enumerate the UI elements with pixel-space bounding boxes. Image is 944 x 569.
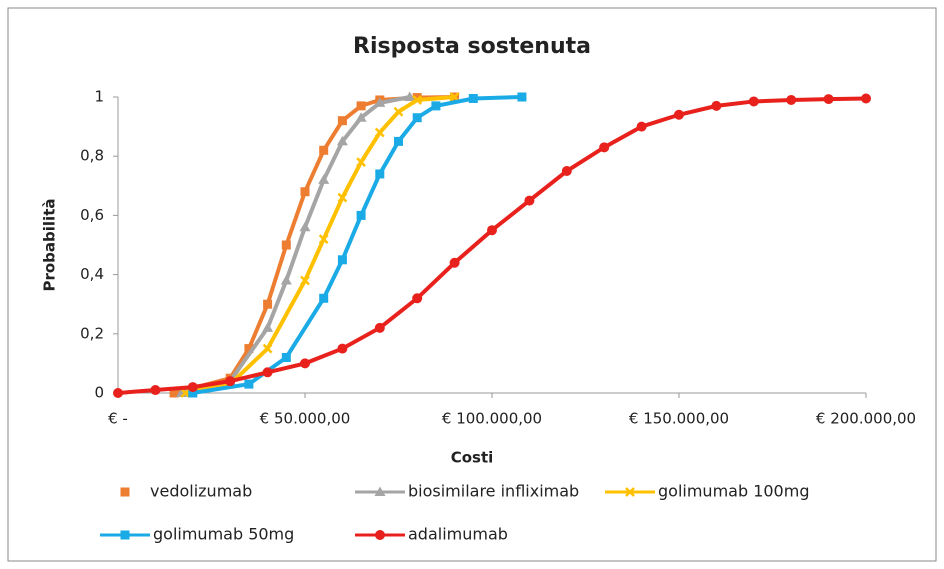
- legend-item: golimumab 50mg: [100, 525, 294, 544]
- y-tick-label: 0,6: [80, 206, 104, 224]
- marker: [468, 93, 478, 103]
- legend-label: golimumab 100mg: [658, 482, 809, 501]
- marker: [244, 344, 254, 354]
- marker: [786, 94, 797, 105]
- marker: [356, 101, 366, 111]
- marker: [636, 121, 647, 132]
- marker: [187, 382, 198, 393]
- marker: [150, 385, 161, 396]
- marker: [517, 92, 527, 102]
- marker: [169, 388, 179, 398]
- x-tick-label: € 200.000,00: [816, 410, 916, 428]
- marker: [375, 530, 385, 540]
- marker: [711, 100, 722, 111]
- y-tick-label: 1: [94, 88, 104, 106]
- marker: [524, 195, 535, 206]
- marker: [318, 234, 329, 244]
- marker: [861, 93, 871, 104]
- marker: [299, 221, 311, 232]
- marker: [280, 275, 292, 285]
- marker: [319, 293, 329, 303]
- marker: [374, 486, 386, 496]
- marker: [561, 166, 572, 176]
- marker: [431, 101, 441, 111]
- marker: [375, 169, 385, 179]
- marker: [355, 112, 367, 122]
- marker: [356, 157, 366, 168]
- legend-item: biosimilare infliximab: [355, 482, 579, 501]
- marker: [262, 343, 273, 354]
- legend-label: adalimumab: [408, 525, 508, 544]
- marker: [225, 376, 236, 387]
- marker: [120, 530, 130, 540]
- y-axis-label: Probabilità: [41, 198, 59, 291]
- marker: [625, 487, 635, 497]
- marker: [281, 352, 291, 362]
- marker: [404, 91, 416, 101]
- marker: [412, 95, 423, 105]
- marker: [748, 96, 759, 107]
- marker: [337, 192, 348, 203]
- marker: [823, 94, 834, 105]
- marker: [188, 388, 198, 398]
- marker: [599, 142, 610, 153]
- marker: [412, 113, 422, 123]
- marker: [412, 93, 422, 103]
- marker: [262, 322, 274, 332]
- marker: [319, 145, 329, 155]
- x-axis-label: Costi: [451, 449, 494, 467]
- marker: [337, 255, 347, 265]
- marker: [449, 257, 460, 268]
- x-tick-label: € 100.000,00: [442, 410, 542, 428]
- y-tick-label: 0,2: [80, 324, 104, 342]
- series-line: [173, 95, 455, 395]
- y-tick-label: 0: [94, 384, 104, 402]
- marker: [487, 225, 497, 236]
- chart-title: Risposta sostenuta: [353, 34, 591, 59]
- marker: [300, 358, 310, 369]
- marker: [300, 275, 310, 286]
- marker: [336, 135, 348, 146]
- marker: [412, 293, 423, 304]
- marker: [318, 174, 330, 184]
- marker: [263, 299, 273, 309]
- marker: [356, 210, 366, 220]
- legend-item: adalimumab: [355, 525, 508, 544]
- marker: [281, 240, 291, 250]
- legend-item: golimumab 100mg: [605, 482, 809, 501]
- marker: [393, 106, 404, 117]
- frame: [7, 7, 937, 562]
- marker: [374, 127, 385, 138]
- series: [180, 92, 460, 398]
- marker: [113, 388, 123, 398]
- marker: [337, 116, 347, 126]
- series-line: [192, 95, 522, 395]
- x-tick-label: € 150.000,00: [629, 410, 729, 428]
- series: [113, 93, 871, 398]
- x-tick-label: € 50.000,00: [260, 410, 351, 428]
- marker: [180, 388, 191, 398]
- marker: [374, 97, 386, 107]
- series: [188, 92, 527, 398]
- series-line: [181, 95, 411, 395]
- marker: [674, 109, 684, 120]
- marker: [244, 379, 254, 389]
- legend-label: biosimilare infliximab: [408, 482, 579, 501]
- x-tick-label: € -: [108, 410, 128, 428]
- marker: [120, 487, 130, 497]
- y-tick-label: 0,8: [80, 147, 104, 165]
- legend-label: vedolizumab: [150, 482, 252, 501]
- legend-item: vedolizumab: [120, 482, 252, 501]
- y-tick-label: 0,4: [80, 265, 104, 283]
- marker: [262, 367, 273, 378]
- legend-label: golimumab 50mg: [153, 525, 294, 544]
- marker: [337, 343, 348, 354]
- marker: [394, 136, 403, 146]
- marker: [300, 187, 310, 197]
- marker: [374, 322, 385, 333]
